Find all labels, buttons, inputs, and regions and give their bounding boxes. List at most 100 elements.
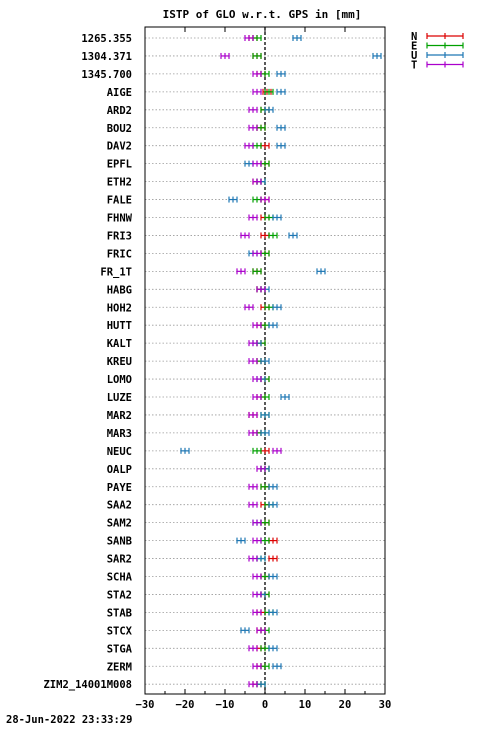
category-label: LUZE (107, 392, 132, 404)
marker-t (252, 663, 262, 670)
marker-u (228, 196, 238, 203)
marker-u (260, 411, 270, 418)
category-label: 1265.355 (81, 33, 132, 45)
marker-u (264, 106, 274, 113)
x-tick-label: 0 (262, 699, 268, 711)
marker-e (264, 88, 274, 95)
marker-e (264, 304, 274, 311)
x-tick-label: −30 (136, 699, 155, 711)
category-label: ZIM2_14001M008 (43, 679, 132, 691)
category-label: STCX (107, 625, 133, 637)
category-label: FHNW (107, 213, 133, 225)
marker-e (260, 70, 270, 77)
chart-title: ISTP of GLO w.r.t. GPS in [mm] (163, 8, 362, 21)
marker-t (256, 465, 266, 472)
marker-t (248, 555, 258, 562)
marker-e (260, 573, 270, 580)
category-label: STAB (107, 607, 132, 619)
category-label: PAYE (107, 482, 132, 494)
marker-u (240, 627, 250, 634)
marker-u (268, 483, 278, 490)
legend-label: U (411, 50, 417, 62)
category-label: HABG (107, 284, 132, 296)
marker-u (260, 429, 270, 436)
marker-u (372, 52, 382, 59)
marker-u (276, 142, 286, 149)
legend-label: N (411, 31, 417, 43)
category-label: HOH2 (107, 302, 132, 314)
marker-e (260, 645, 270, 652)
marker-t (220, 52, 230, 59)
marker-n (260, 232, 270, 239)
marker-u (256, 681, 266, 688)
category-label: NEUC (107, 446, 132, 458)
category-label: HUTT (107, 320, 132, 332)
marker-e (260, 483, 270, 490)
marker-t (248, 214, 258, 221)
marker-t (248, 429, 258, 436)
marker-t (248, 106, 258, 113)
category-label: MAR3 (107, 428, 132, 440)
marker-t (252, 178, 262, 185)
marker-e (260, 394, 270, 400)
marker-u (276, 88, 286, 95)
x-tick-label: 10 (299, 699, 312, 711)
category-label: OALP (107, 464, 132, 476)
category-label: BOU2 (107, 123, 132, 135)
marker-e (260, 160, 270, 167)
category-label: SCHA (107, 572, 133, 584)
marker-u (276, 70, 286, 77)
marker-u (268, 609, 278, 616)
marker-e (252, 35, 262, 41)
category-label: ZERM (107, 661, 132, 673)
category-label: STGA (107, 643, 133, 655)
marker-e (264, 214, 274, 221)
category-label: LOMO (107, 374, 132, 386)
category-label: SAR2 (107, 554, 132, 566)
marker-u (292, 35, 302, 41)
marker-n (260, 447, 270, 454)
marker-u (256, 555, 266, 562)
category-label: FALE (107, 195, 132, 207)
marker-u (268, 645, 278, 652)
category-label: FR_1T (100, 266, 132, 278)
marker-t (248, 340, 258, 347)
marker-e (260, 663, 270, 670)
marker-u (268, 501, 278, 508)
marker-t (252, 70, 262, 77)
x-tick-label: −20 (176, 699, 195, 711)
marker-e (260, 322, 270, 329)
x-tick-label: −10 (216, 699, 235, 711)
marker-t (252, 322, 262, 329)
marker-t (244, 35, 254, 41)
marker-e (252, 447, 262, 454)
marker-t (252, 591, 262, 598)
category-label: SAA2 (107, 500, 132, 512)
marker-u (288, 232, 298, 239)
marker-e (252, 268, 262, 275)
marker-t (244, 304, 254, 311)
category-label: MAR2 (107, 410, 132, 422)
marker-e (260, 537, 270, 544)
category-label: KALT (107, 338, 132, 350)
marker-t (248, 483, 258, 490)
marker-t (236, 268, 246, 275)
marker-t (248, 411, 258, 418)
x-tick-label: 20 (339, 699, 352, 711)
marker-u (280, 394, 290, 400)
marker-t (252, 537, 262, 544)
x-tick-label: 30 (379, 699, 392, 711)
marker-n (260, 142, 270, 149)
category-label: ETH2 (107, 177, 132, 189)
marker-u (236, 537, 246, 544)
category-label: KREU (107, 356, 132, 368)
marker-n (268, 555, 278, 562)
category-label: ARD2 (107, 105, 132, 117)
marker-t (248, 124, 258, 131)
category-label: AIGE (107, 87, 132, 99)
marker-u (244, 160, 254, 167)
category-label: DAV2 (107, 141, 132, 153)
marker-e (260, 250, 270, 257)
